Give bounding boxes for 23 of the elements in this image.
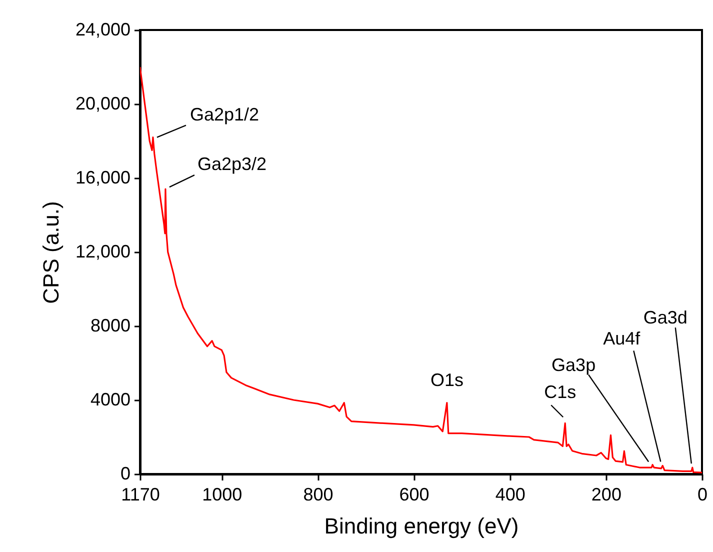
y-tick-label: 8000 bbox=[90, 316, 130, 336]
x-tick-label: 200 bbox=[591, 484, 622, 504]
x-axis-title: Binding energy (eV) bbox=[324, 514, 519, 538]
y-tick-label: 0 bbox=[120, 464, 130, 484]
annotation: Ga2p1/2 bbox=[190, 104, 260, 124]
annotation: Ga3d bbox=[643, 308, 688, 328]
y-tick-label: 4000 bbox=[90, 390, 130, 410]
x-tick-label: 800 bbox=[303, 484, 334, 504]
x-tick-label: 1170 bbox=[121, 484, 160, 504]
x-tick-label: 1000 bbox=[202, 484, 242, 504]
y-tick-label: 16,000 bbox=[75, 168, 130, 188]
annotation: Ga2p3/2 bbox=[197, 154, 267, 174]
annotation: C1s bbox=[544, 382, 576, 402]
y-axis-title: CPS (a.u.) bbox=[38, 201, 64, 304]
x-tick-label: 600 bbox=[399, 484, 430, 504]
annotation: O1s bbox=[430, 370, 464, 390]
annotation: Ga3p bbox=[552, 354, 596, 375]
annotation: Au4f bbox=[603, 328, 642, 349]
y-tick-label: 24,000 bbox=[75, 20, 130, 40]
y-tick-label: 12,000 bbox=[75, 242, 130, 262]
x-tick-label: 0 bbox=[697, 484, 708, 504]
y-tick-label: 20,000 bbox=[75, 94, 130, 114]
x-tick-label: 400 bbox=[495, 484, 526, 504]
